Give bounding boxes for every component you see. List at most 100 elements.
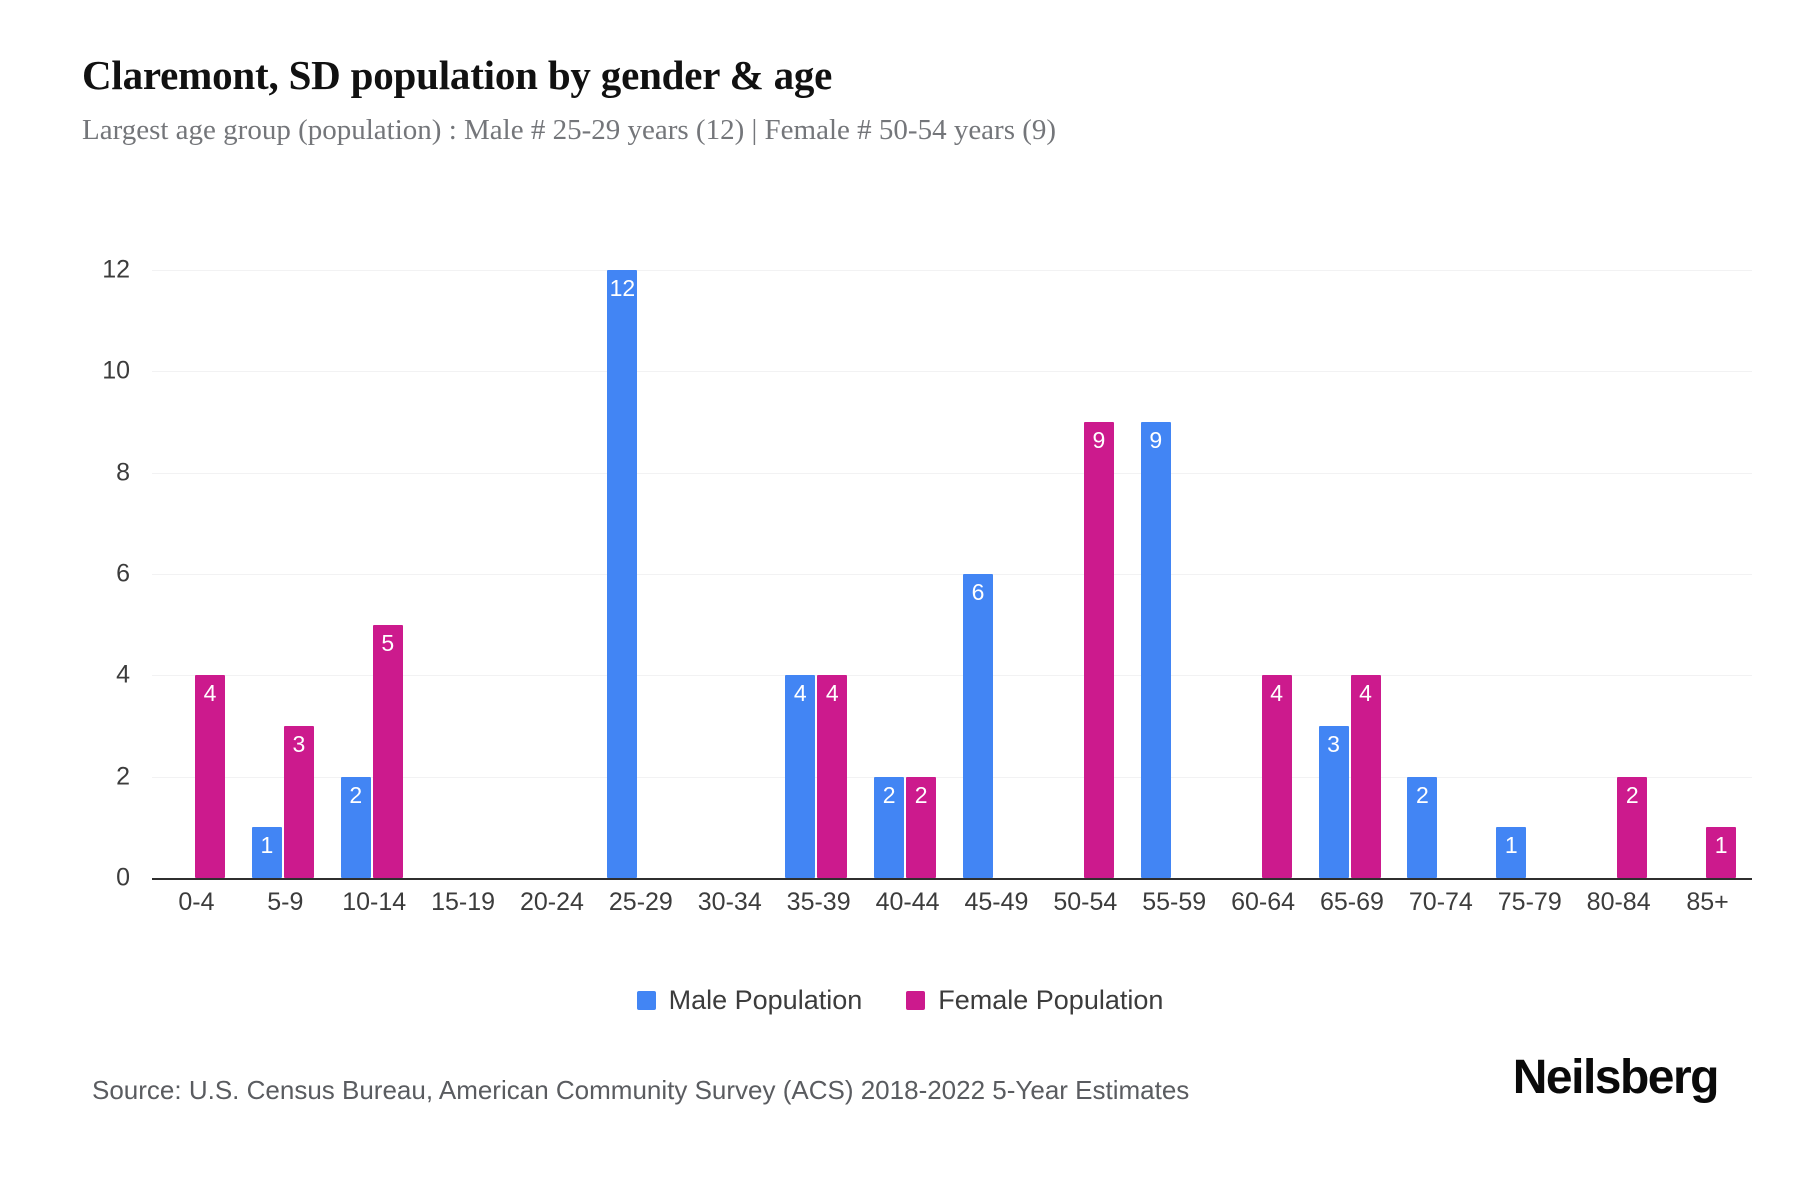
bar-group: 2 xyxy=(1574,270,1663,878)
bar-group: 2 xyxy=(1396,270,1485,878)
bar-value-label: 2 xyxy=(349,781,363,808)
gridline xyxy=(152,574,1752,575)
bar-group: 12 xyxy=(596,270,685,878)
bar-value-label: 3 xyxy=(292,731,306,757)
x-axis-tick-60-64: 60-64 xyxy=(1231,888,1296,916)
y-axis-tick-12: 12 xyxy=(102,255,130,284)
x-axis-tick-5-9: 5-9 xyxy=(267,888,304,916)
bar-value-label: 1 xyxy=(1504,832,1518,859)
gridline xyxy=(152,270,1752,271)
bar-value-label: 6 xyxy=(971,579,985,605)
x-axis-tick-30-34: 30-34 xyxy=(697,888,762,916)
bar-group xyxy=(508,270,597,878)
legend-label: Female Population xyxy=(938,985,1164,1015)
bar-value-label: 2 xyxy=(1625,781,1639,808)
bar-male-35-39[interactable]: 4 xyxy=(785,675,816,878)
bar-value-label: 2 xyxy=(882,781,896,808)
x-axis-tick-50-54: 50-54 xyxy=(1053,888,1118,916)
bar-value-label: 4 xyxy=(1359,680,1372,707)
gridline xyxy=(152,371,1752,373)
bar-female-40-44[interactable]: 2 xyxy=(906,776,937,878)
bar-group: 9 xyxy=(1130,270,1219,878)
y-axis-tick-0: 0 xyxy=(116,863,130,892)
chart-subtitle: Largest age group (population) : Male # … xyxy=(82,114,1057,147)
bar-female-5-9[interactable]: 3 xyxy=(283,726,314,878)
bar-male-40-44[interactable]: 2 xyxy=(874,776,905,878)
bar-female-35-39[interactable]: 4 xyxy=(817,675,848,878)
bar-female-60-64[interactable]: 4 xyxy=(1261,675,1292,878)
gridline xyxy=(152,776,1752,778)
bar-series-layer: 4 1 3 2 5 12 4 4 2 2 6 9 9 4 3 4 2 1 2 1 xyxy=(152,270,1752,878)
bar-male-75-79[interactable]: 1 xyxy=(1496,827,1527,878)
bar-male-5-9[interactable]: 1 xyxy=(251,827,282,878)
y-axis-tick-8: 8 xyxy=(116,458,130,487)
x-axis-tick-70-74: 70-74 xyxy=(1408,888,1473,916)
x-axis-tick-55-59: 55-59 xyxy=(1142,888,1207,916)
legend-item-female[interactable]: Female Population xyxy=(906,985,1163,1016)
bar-value-label: 5 xyxy=(381,629,395,656)
brand-logo: Neilsberg xyxy=(1512,1051,1720,1104)
gridline xyxy=(152,472,1752,474)
gridline xyxy=(152,675,1752,677)
bar-female-65-69[interactable]: 4 xyxy=(1350,675,1381,878)
x-axis-tick-65-69: 65-69 xyxy=(1320,888,1384,916)
x-axis-tick-25-29: 25-29 xyxy=(608,888,673,916)
x-axis-tick-15-19: 15-19 xyxy=(431,888,496,916)
bar-group: 4 xyxy=(1219,270,1308,878)
legend-swatch-icon xyxy=(636,991,656,1010)
x-axis-tick-80-84: 80-84 xyxy=(1586,888,1651,916)
bar-group: 9 xyxy=(1041,270,1130,878)
y-axis-tick-2: 2 xyxy=(116,762,130,791)
chart-legend: Male Population Female Population xyxy=(0,985,1800,1016)
bar-value-label: 12 xyxy=(609,275,636,301)
y-axis-tick-labels: 0 2 4 6 8 10 12 xyxy=(0,256,152,892)
x-axis-tick-0-4: 0-4 xyxy=(178,888,215,916)
legend-label: Male Population xyxy=(668,985,863,1015)
bar-male-10-14[interactable]: 2 xyxy=(340,776,371,878)
bar-group xyxy=(419,270,508,878)
bar-value-label: 2 xyxy=(1416,781,1429,808)
source-note: Source: U.S. Census Bureau, American Com… xyxy=(92,1075,1190,1105)
bar-male-65-69[interactable]: 3 xyxy=(1318,726,1349,878)
bar-female-50-54[interactable]: 9 xyxy=(1083,422,1114,878)
bar-male-45-49[interactable]: 6 xyxy=(963,574,993,878)
bar-value-label: 4 xyxy=(203,680,217,707)
legend-item-male[interactable]: Male Population xyxy=(636,985,863,1016)
legend-swatch-icon xyxy=(906,991,926,1010)
bar-female-0-4[interactable]: 4 xyxy=(195,675,225,878)
bar-female-10-14[interactable]: 5 xyxy=(372,624,403,878)
x-axis-tick-labels: 0-4 5-9 10-14 15-19 20-24 25-29 30-34 35-39 40-4… xyxy=(152,888,1752,928)
x-axis-tick-20-24: 20-24 xyxy=(520,888,584,916)
bar-group: 1 xyxy=(1663,270,1752,878)
bar-male-55-59[interactable]: 9 xyxy=(1140,422,1171,878)
x-axis-tick-75-79: 75-79 xyxy=(1497,888,1562,916)
chart-plot-area: 0 2 4 6 8 10 12 4 1 3 2 5 12 4 4 2 2 6 9 9 4 3 4 2 1 2 1 0-4 5-9 10… xyxy=(0,256,1800,916)
y-axis-tick-4: 4 xyxy=(116,660,130,689)
bar-value-label: 3 xyxy=(1327,731,1340,757)
bar-group: 4 xyxy=(152,270,241,878)
bar-male-70-74[interactable]: 2 xyxy=(1407,776,1438,878)
bar-group xyxy=(685,270,774,878)
bar-female-85+[interactable]: 1 xyxy=(1706,827,1737,878)
bar-value-label: 9 xyxy=(1149,427,1163,453)
bar-value-label: 4 xyxy=(793,680,807,707)
y-axis-tick-6: 6 xyxy=(116,559,130,588)
bar-group: 1 xyxy=(1485,270,1574,878)
bar-female-80-84[interactable]: 2 xyxy=(1617,776,1648,878)
x-axis-tick-40-44: 40-44 xyxy=(875,888,940,916)
chart-grid: 4 1 3 2 5 12 4 4 2 2 6 9 9 4 3 4 2 1 2 1 xyxy=(152,270,1752,880)
bar-value-label: 4 xyxy=(1270,680,1284,707)
x-axis-tick-10-14: 10-14 xyxy=(342,888,407,916)
x-axis-line xyxy=(152,878,1752,880)
bar-value-label: 2 xyxy=(914,781,928,808)
bar-value-label: 1 xyxy=(260,832,274,859)
x-axis-tick-85+: 85+ xyxy=(1686,888,1729,916)
bar-value-label: 1 xyxy=(1714,832,1728,859)
x-axis-tick-45-49: 45-49 xyxy=(964,888,1029,916)
bar-male-25-29[interactable]: 12 xyxy=(607,270,638,878)
